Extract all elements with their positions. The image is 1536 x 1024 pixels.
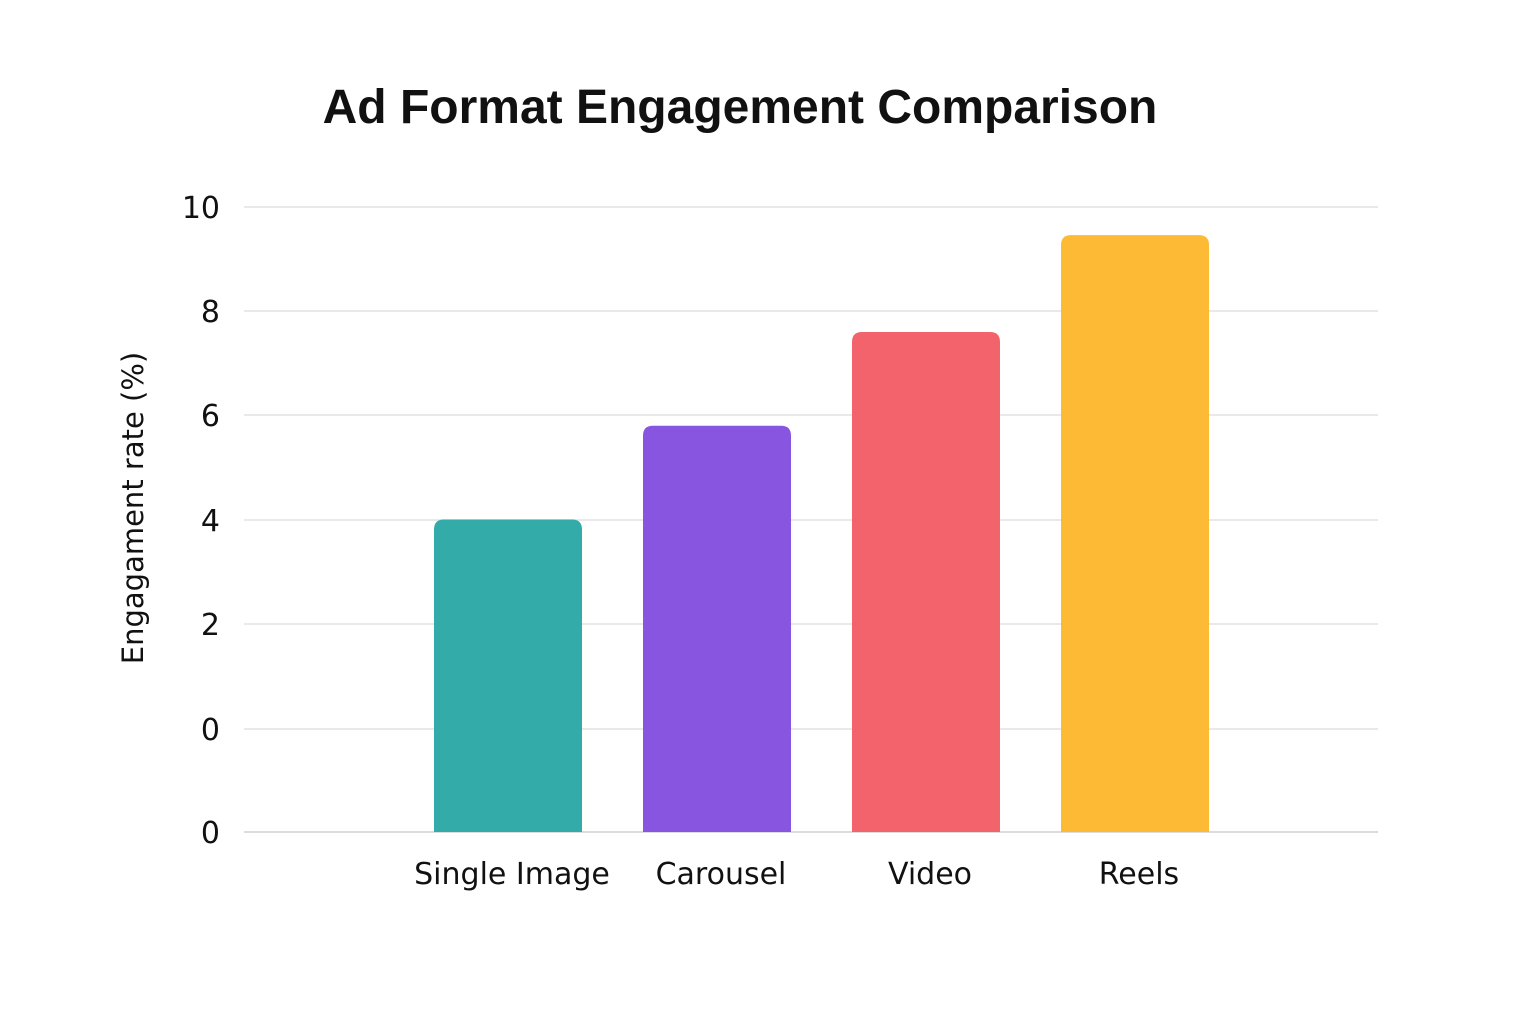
y-axis-label: Engagament rate (%): [116, 352, 150, 664]
bar-reels: [1061, 235, 1209, 832]
bars: [434, 235, 1209, 832]
bar-carousel: [643, 425, 791, 832]
y-axis-ticks: 0 0 2 4 6 8 10: [182, 191, 220, 851]
y-tick-label: 8: [201, 295, 220, 330]
x-category-label: Carousel: [656, 857, 787, 892]
bar-video: [852, 332, 1000, 832]
y-tick-label: 6: [201, 399, 220, 434]
y-tick-label: 10: [182, 191, 220, 226]
y-tick-label: 0: [201, 816, 220, 851]
x-category-label: Single Image: [414, 857, 610, 892]
bar-single-image: [434, 519, 582, 832]
y-tick-label: 4: [201, 504, 220, 539]
y-tick-label: 0: [201, 713, 220, 748]
chart-title: Ad Format Engagement Comparison: [323, 81, 1158, 134]
x-axis-categories: Single Image Carousel Video Reels: [414, 857, 1179, 892]
x-category-label: Video: [888, 857, 972, 892]
y-tick-label: 2: [201, 608, 220, 643]
x-category-label: Reels: [1099, 857, 1179, 892]
